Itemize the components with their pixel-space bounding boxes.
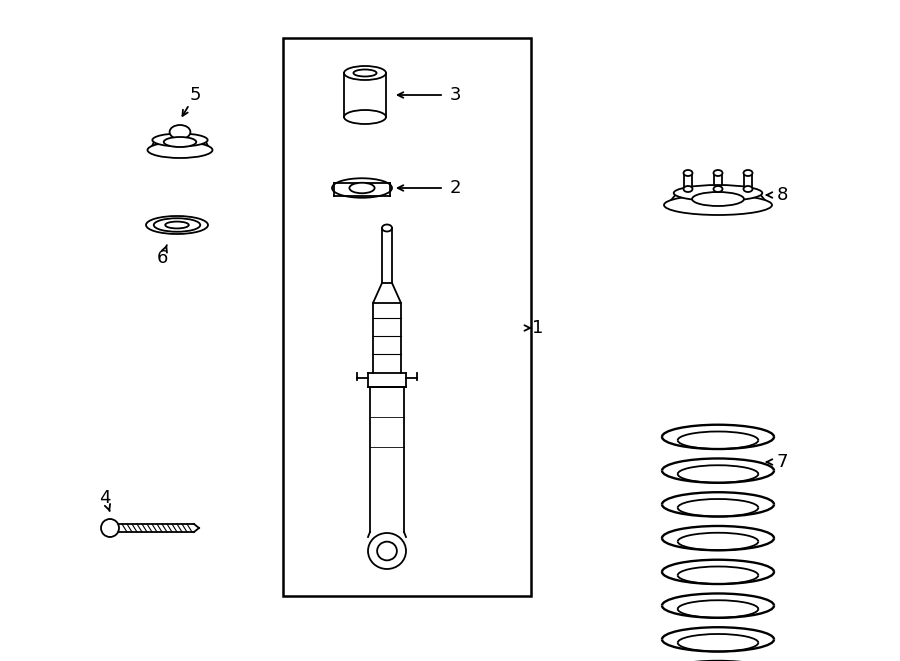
Text: 1: 1	[532, 319, 544, 337]
Text: 3: 3	[449, 86, 461, 104]
Ellipse shape	[743, 170, 752, 176]
Ellipse shape	[743, 186, 752, 192]
Ellipse shape	[164, 137, 196, 147]
Ellipse shape	[674, 185, 762, 201]
Ellipse shape	[382, 225, 392, 231]
Ellipse shape	[349, 182, 374, 193]
Text: 4: 4	[99, 489, 111, 507]
Ellipse shape	[683, 170, 692, 176]
Text: 8: 8	[777, 186, 788, 204]
Ellipse shape	[344, 66, 386, 80]
Text: 5: 5	[189, 86, 201, 104]
Ellipse shape	[714, 170, 723, 176]
Polygon shape	[373, 283, 401, 303]
Ellipse shape	[169, 125, 191, 139]
Ellipse shape	[152, 134, 208, 147]
Text: 7: 7	[776, 453, 788, 471]
Ellipse shape	[377, 541, 397, 561]
Ellipse shape	[146, 216, 208, 234]
Bar	[283, 38, 531, 596]
Ellipse shape	[344, 110, 386, 124]
Ellipse shape	[166, 221, 189, 229]
Ellipse shape	[692, 192, 744, 206]
Ellipse shape	[148, 142, 212, 158]
Text: 2: 2	[449, 179, 461, 197]
Ellipse shape	[714, 186, 723, 192]
Text: 6: 6	[157, 249, 167, 267]
Ellipse shape	[154, 218, 200, 232]
Ellipse shape	[683, 186, 692, 192]
Ellipse shape	[101, 519, 119, 537]
Ellipse shape	[664, 195, 772, 215]
Ellipse shape	[368, 533, 406, 569]
Ellipse shape	[354, 69, 376, 77]
Ellipse shape	[332, 178, 392, 198]
